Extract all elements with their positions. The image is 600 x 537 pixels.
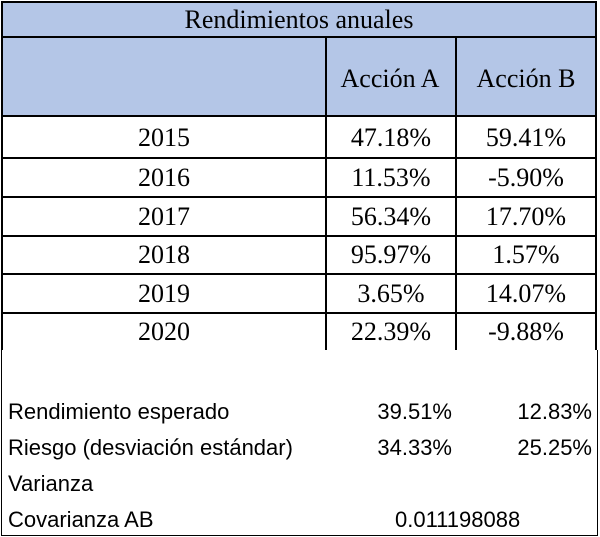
accion-b-cell: -5.90% bbox=[488, 162, 564, 192]
accion-b-cell: -9.88% bbox=[488, 317, 564, 346]
accion-a-cell: 3.65% bbox=[357, 278, 425, 308]
accion-a-cell: 11.53% bbox=[351, 162, 431, 192]
year-cell: 2019 bbox=[138, 278, 190, 308]
column-header-accion-a: Acción A bbox=[340, 63, 440, 93]
accion-a-cell: 95.97% bbox=[350, 240, 432, 269]
accion-b-cell: 1.57% bbox=[492, 240, 560, 269]
grid-hline-2 bbox=[1, 196, 597, 198]
risk-a: 34.33% bbox=[377, 435, 452, 460]
year-cell: 2018 bbox=[138, 240, 190, 269]
grid-hline-4 bbox=[1, 273, 597, 275]
accion-a-cell: 47.18% bbox=[350, 123, 432, 152]
year-cell: 2017 bbox=[138, 201, 190, 231]
risk-b: 25.25% bbox=[517, 435, 592, 460]
accion-b-cell: 17.70% bbox=[485, 201, 567, 231]
accion-a-cell: 22.39% bbox=[350, 317, 432, 346]
expected-return-b: 12.83% bbox=[517, 399, 592, 424]
risk-label: Riesgo (desviación estándar) bbox=[8, 435, 293, 460]
grid-hline-1 bbox=[1, 157, 597, 159]
year-cell: 2020 bbox=[138, 317, 190, 346]
grid-hline-3 bbox=[1, 235, 597, 237]
accion-a-cell: 56.34% bbox=[350, 201, 432, 231]
column-header-accion-b: Acción B bbox=[476, 63, 576, 93]
table-header-row bbox=[1, 38, 597, 117]
year-cell: 2015 bbox=[138, 123, 190, 152]
summary-block bbox=[1, 350, 598, 536]
expected-return-a: 39.51% bbox=[377, 399, 452, 424]
grid-vline-left bbox=[1, 117, 3, 351]
covariance-label: Covarianza AB bbox=[8, 507, 154, 532]
table-title: Rendimientos anuales bbox=[1, 1, 597, 38]
covariance-value: 0.011198088 bbox=[395, 507, 521, 532]
accion-b-cell: 59.41% bbox=[485, 123, 567, 152]
grid-vline-right bbox=[595, 117, 597, 351]
variance-label: Varianza bbox=[8, 471, 94, 496]
year-cell: 2016 bbox=[138, 162, 190, 192]
grid-vline-2 bbox=[455, 38, 457, 351]
accion-b-cell: 14.07% bbox=[485, 278, 567, 308]
grid-hline-5 bbox=[1, 312, 597, 314]
expected-return-label: Rendimiento esperado bbox=[8, 399, 230, 424]
grid-vline-1 bbox=[325, 38, 327, 351]
